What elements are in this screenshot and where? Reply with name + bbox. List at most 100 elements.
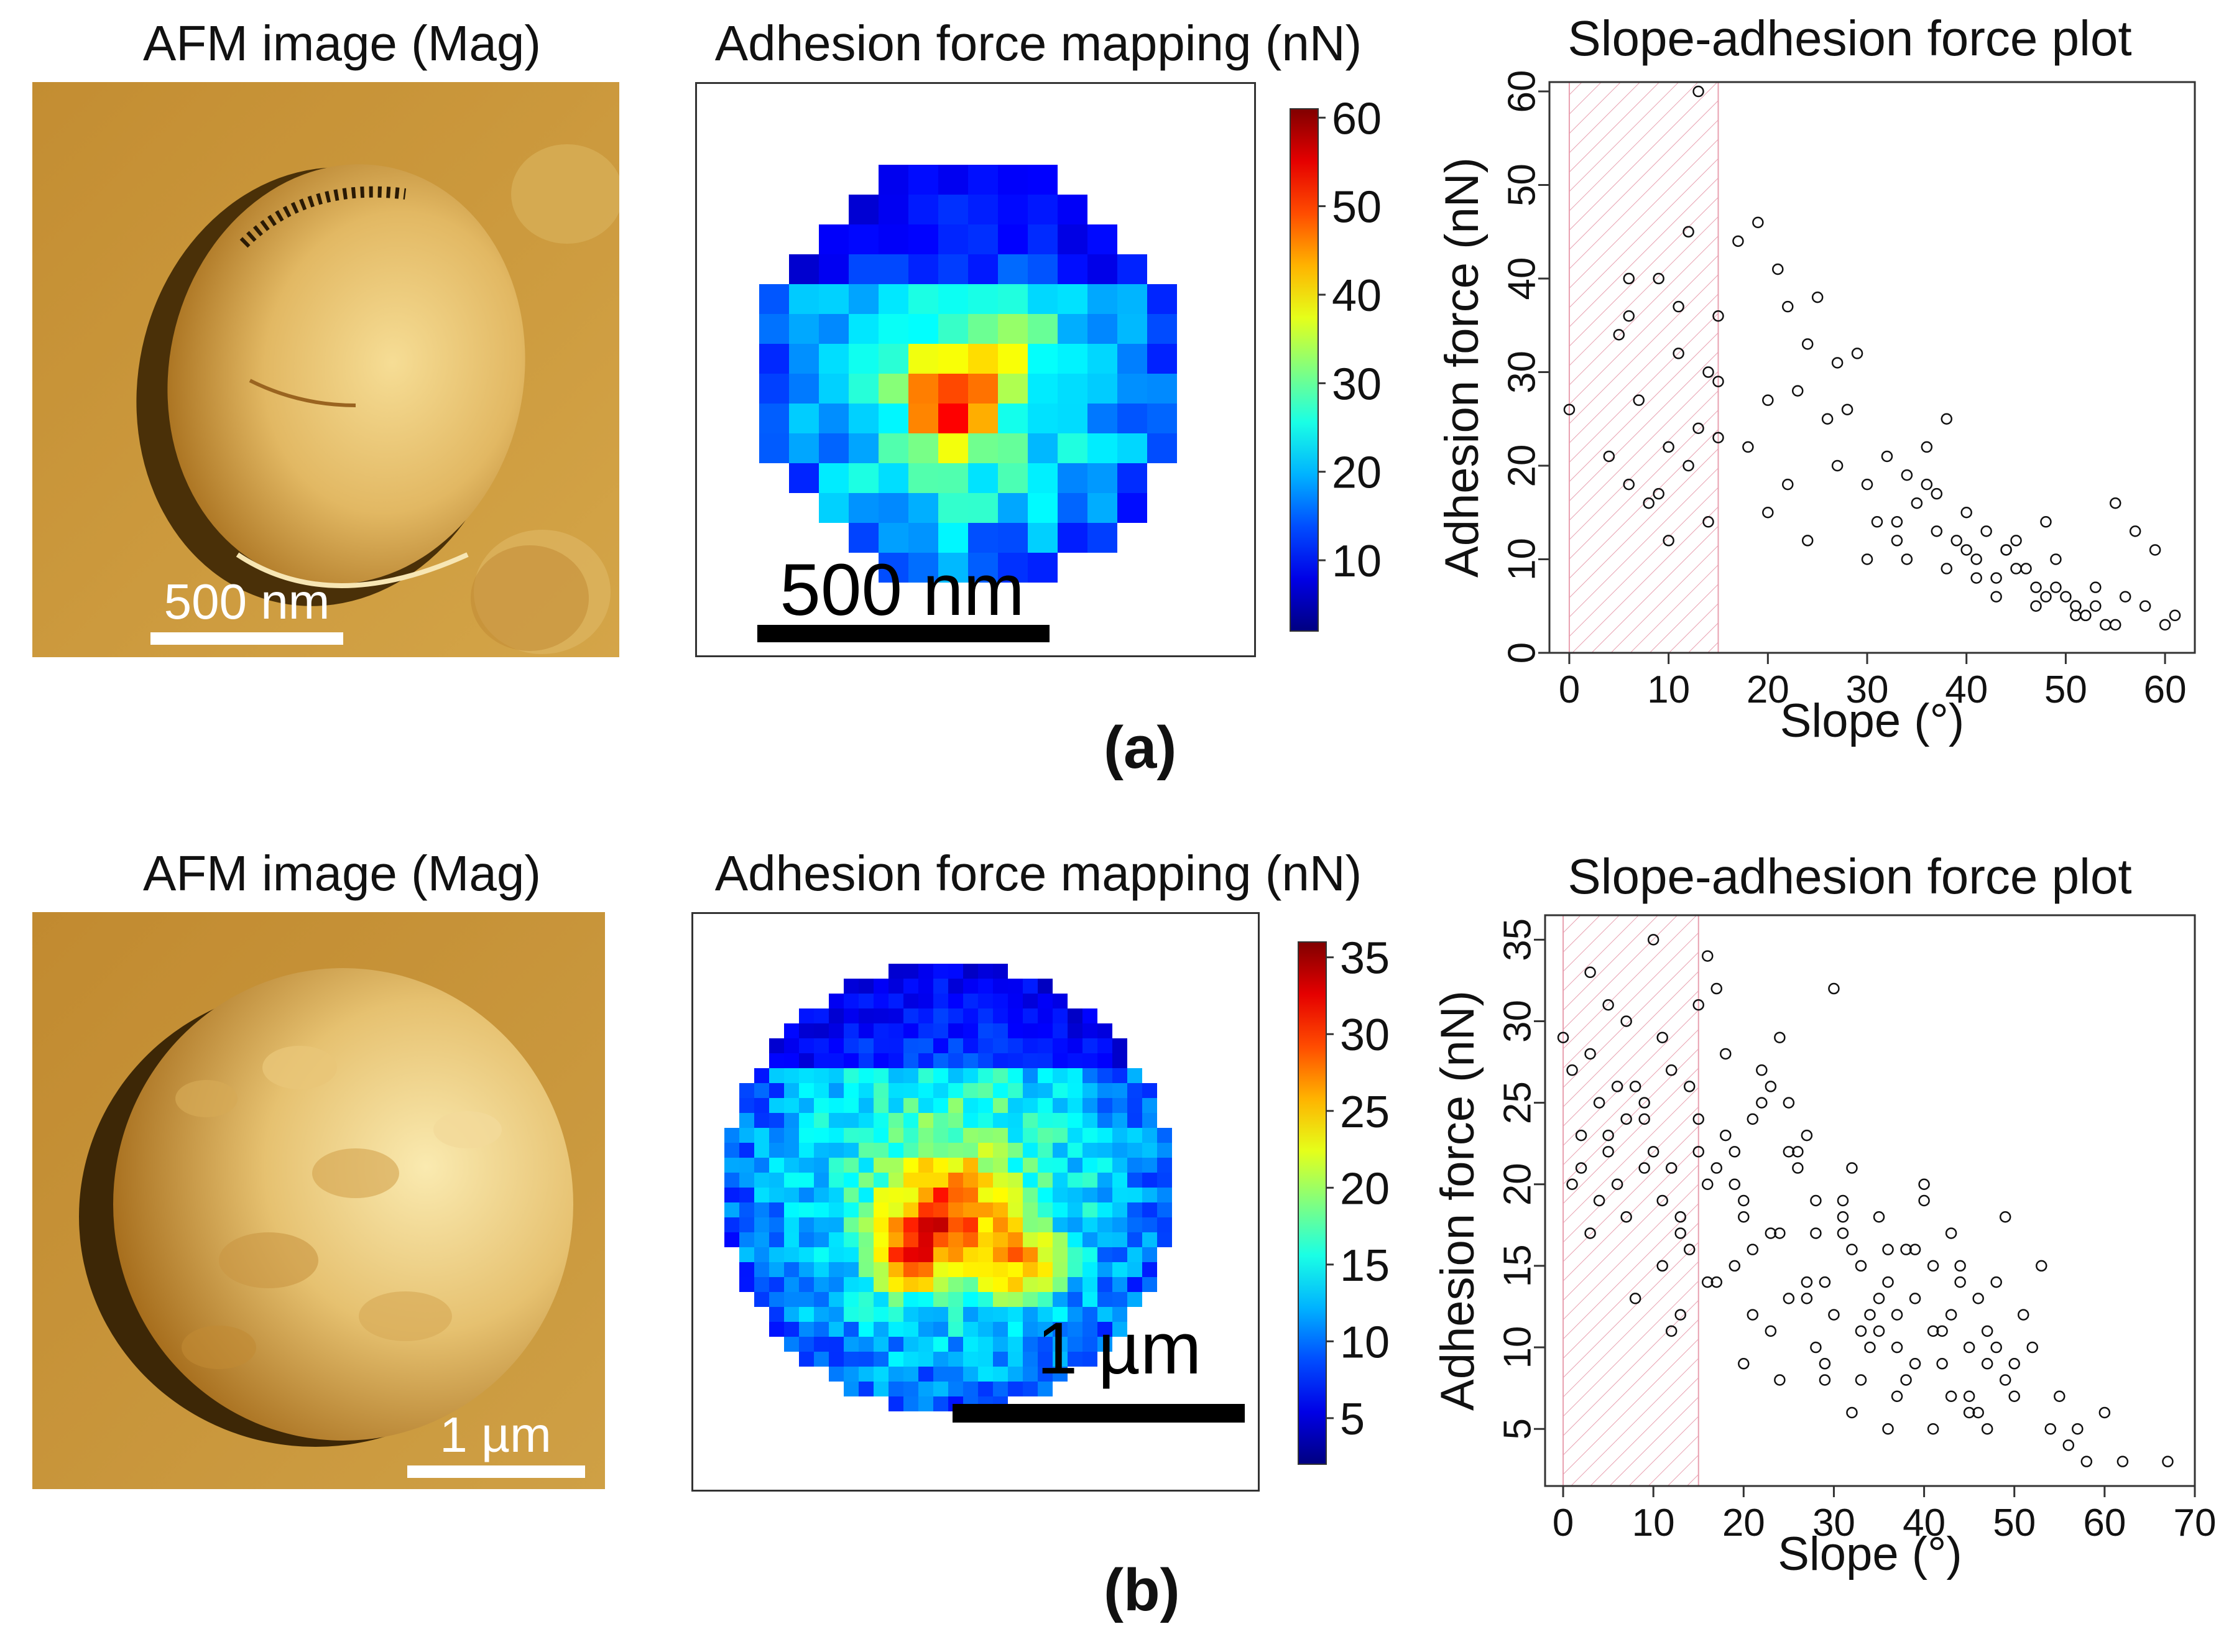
map-pixel: [874, 1277, 889, 1292]
map-pixel: [948, 1307, 963, 1322]
map-pixel: [784, 1247, 799, 1262]
map-pixel: [1157, 1217, 1172, 1232]
map-pixel: [1117, 254, 1147, 284]
map-pixel: [859, 1232, 874, 1247]
map-pixel: [948, 994, 963, 1008]
map-pixel: [993, 1307, 1008, 1322]
map-pixel: [963, 1068, 978, 1083]
map-pixel: [889, 1128, 903, 1143]
map-pixel: [1023, 1008, 1038, 1023]
map-pixel: [1142, 1158, 1157, 1173]
map-pixel: [819, 404, 849, 433]
map-pixel: [754, 1068, 769, 1083]
data-point: [1819, 1374, 1831, 1386]
map-pixel: [784, 1217, 799, 1232]
map-pixel: [963, 1008, 978, 1023]
map-pixel: [889, 1232, 903, 1247]
data-point: [1765, 1227, 1777, 1239]
map-pixel: [799, 1217, 814, 1232]
data-point: [2020, 563, 2032, 575]
map-pixel: [739, 1262, 754, 1277]
map-pixel: [1008, 1382, 1023, 1396]
data-point: [1828, 982, 1840, 995]
map-pixel: [859, 1158, 874, 1173]
map-pixel: [829, 1038, 844, 1053]
data-point: [1950, 535, 1962, 547]
map-pixel: [1008, 1277, 1023, 1292]
data-point: [1882, 1423, 1894, 1435]
map-pixel: [784, 1232, 799, 1247]
map-pixel: [769, 1262, 784, 1277]
map-pixel: [1023, 1143, 1038, 1158]
map-pixel: [1008, 1202, 1023, 1217]
map-pixel: [908, 463, 938, 493]
map-pixel: [789, 254, 819, 284]
map-pixel: [968, 254, 998, 284]
map-pixel: [1058, 433, 1087, 463]
data-point: [1629, 1081, 1641, 1092]
map-pixel: [1097, 1143, 1112, 1158]
map-pixel: [754, 1098, 769, 1113]
map-pixel: [1038, 1352, 1053, 1367]
map-pixel: [948, 1262, 963, 1277]
map-pixel: [1127, 1158, 1142, 1173]
data-point: [2116, 1456, 2129, 1467]
plot-frame: [1548, 81, 2196, 654]
map-pixel: [769, 1322, 784, 1337]
map-pixel: [1142, 1188, 1157, 1202]
data-point: [1861, 553, 1873, 565]
map-pixel: [799, 1202, 814, 1217]
map-pixel: [933, 1098, 948, 1113]
map-pixel: [859, 1098, 874, 1113]
map-pixel: [968, 314, 998, 344]
map-pixel: [1082, 1247, 1097, 1262]
data-point: [1990, 1341, 2002, 1354]
map-pixel: [789, 314, 819, 344]
map-pixel: [844, 1053, 859, 1068]
map-pixel: [963, 1098, 978, 1113]
colorbar-tick-label: 10: [1332, 537, 1382, 586]
map-pixel: [1038, 1158, 1053, 1173]
map-pixel: [859, 1322, 874, 1337]
map-pixel: [978, 1202, 993, 1217]
map-pixel: [903, 1083, 918, 1098]
data-point: [1747, 1309, 1759, 1321]
data-point: [1864, 1341, 1876, 1354]
map-pixel: [754, 1232, 769, 1247]
map-pixel: [799, 1053, 814, 1068]
map-pixel: [789, 284, 819, 314]
map-pixel: [754, 1113, 769, 1128]
map-pixel: [1053, 994, 1068, 1008]
data-point: [1945, 1390, 1957, 1402]
map-pixel: [784, 1262, 799, 1277]
map-pixel: [789, 374, 819, 404]
data-point: [1837, 1227, 1849, 1239]
map-pixel: [908, 523, 938, 553]
map-pixel: [874, 1307, 889, 1322]
map-pixel: [1038, 1053, 1053, 1068]
map-pixel: [1038, 1217, 1053, 1232]
map-pixel: [1082, 1008, 1097, 1023]
map-pixel: [1142, 1173, 1157, 1188]
map-pixel: [1038, 1202, 1053, 1217]
map-pixel: [908, 493, 938, 523]
map-pixel: [1058, 463, 1087, 493]
data-point: [1891, 1309, 1903, 1321]
map-pixel: [1082, 1322, 1097, 1337]
map-pixel: [1082, 1173, 1097, 1188]
map-pixel: [998, 314, 1028, 344]
map-pixel: [963, 1367, 978, 1382]
map-pixel: [903, 1352, 918, 1367]
map-pixel: [784, 1113, 799, 1128]
y-tick-label: 30: [1500, 351, 1543, 394]
data-point: [1918, 1194, 1930, 1207]
map-pixel: [918, 1053, 933, 1068]
map-pixel: [993, 1098, 1008, 1113]
map-pixel: [849, 493, 879, 523]
map-pixel: [889, 1173, 903, 1188]
map-pixel: [1023, 1292, 1038, 1307]
data-point: [1638, 1113, 1650, 1125]
map-pixel: [859, 1367, 874, 1382]
map-pixel: [799, 1038, 814, 1053]
data-point: [2119, 591, 2131, 602]
